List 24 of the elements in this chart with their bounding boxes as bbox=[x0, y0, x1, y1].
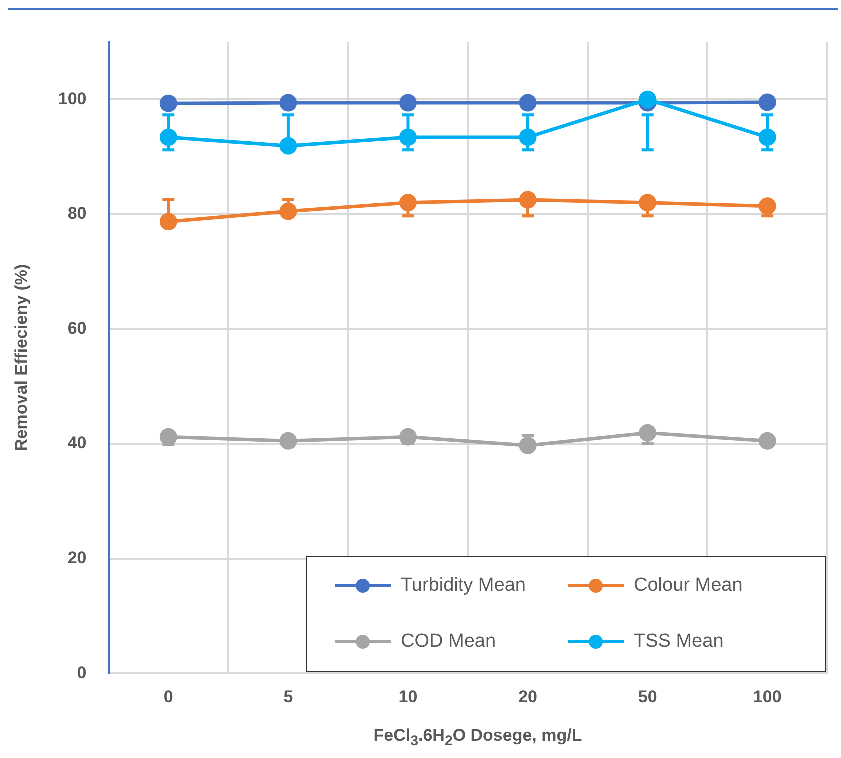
point bbox=[399, 94, 417, 112]
y-tick-label: 60 bbox=[68, 318, 87, 338]
legend-label: TSS Mean bbox=[634, 631, 724, 653]
point bbox=[639, 90, 657, 108]
point bbox=[160, 94, 178, 112]
x-tick-label: 50 bbox=[638, 687, 658, 706]
x-tick-label: 5 bbox=[284, 687, 294, 706]
x-tick-label: 20 bbox=[518, 687, 538, 706]
point bbox=[758, 94, 776, 112]
y-tick-label: 20 bbox=[68, 548, 87, 568]
legend-label: COD Mean bbox=[401, 631, 496, 653]
x-axis-title: FeCl$_{3}$.6H$_{2}$O Dosege, mg/L bbox=[372, 726, 584, 750]
point bbox=[519, 94, 537, 112]
legend-label: Colour Mean bbox=[634, 575, 743, 597]
y-tick-label: 0 bbox=[77, 663, 87, 682]
point bbox=[280, 94, 298, 112]
x-tick-label: 10 bbox=[398, 687, 418, 706]
x-tick-label: 100 bbox=[753, 687, 782, 706]
y-tick-label: 40 bbox=[68, 434, 87, 453]
y-axis-title: Removal Effiecieny (%) bbox=[12, 264, 31, 452]
x-tick-label: 0 bbox=[164, 687, 174, 706]
y-tick-label: 80 bbox=[68, 204, 87, 224]
legend-label: Turbidity Mean bbox=[401, 575, 526, 597]
y-tick-label: 100 bbox=[58, 89, 87, 108]
